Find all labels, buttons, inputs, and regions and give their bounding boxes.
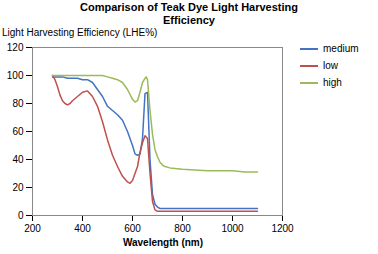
svg-text:80: 80 — [12, 98, 24, 109]
svg-text:120: 120 — [7, 42, 24, 53]
html-text:low: low — [323, 60, 338, 71]
html-text:Comparison of Teak Dye Light H: Comparison of Teak Dye Light Harvesting … — [80, 1, 298, 26]
svg-text:0: 0 — [18, 210, 24, 221]
svg-text:40: 40 — [12, 154, 24, 165]
svg-text:1200: 1200 — [271, 223, 294, 234]
svg-text:800: 800 — [174, 223, 191, 234]
html-text:Wavelength (nm): Wavelength (nm) — [122, 237, 204, 248]
svg-text:200: 200 — [24, 223, 41, 234]
html-text:medium: medium — [323, 43, 359, 54]
svg-text:100: 100 — [7, 70, 24, 81]
html-text:high: high — [323, 77, 342, 88]
html-text:Light Harvesting Efficiency (L: Light Harvesting Efficiency (LHE%) — [2, 27, 158, 38]
svg-text:60: 60 — [12, 126, 24, 137]
svg-text:1000: 1000 — [221, 223, 244, 234]
svg-text:400: 400 — [74, 223, 91, 234]
svg-text:600: 600 — [124, 223, 141, 234]
svg-text:20: 20 — [12, 182, 24, 193]
